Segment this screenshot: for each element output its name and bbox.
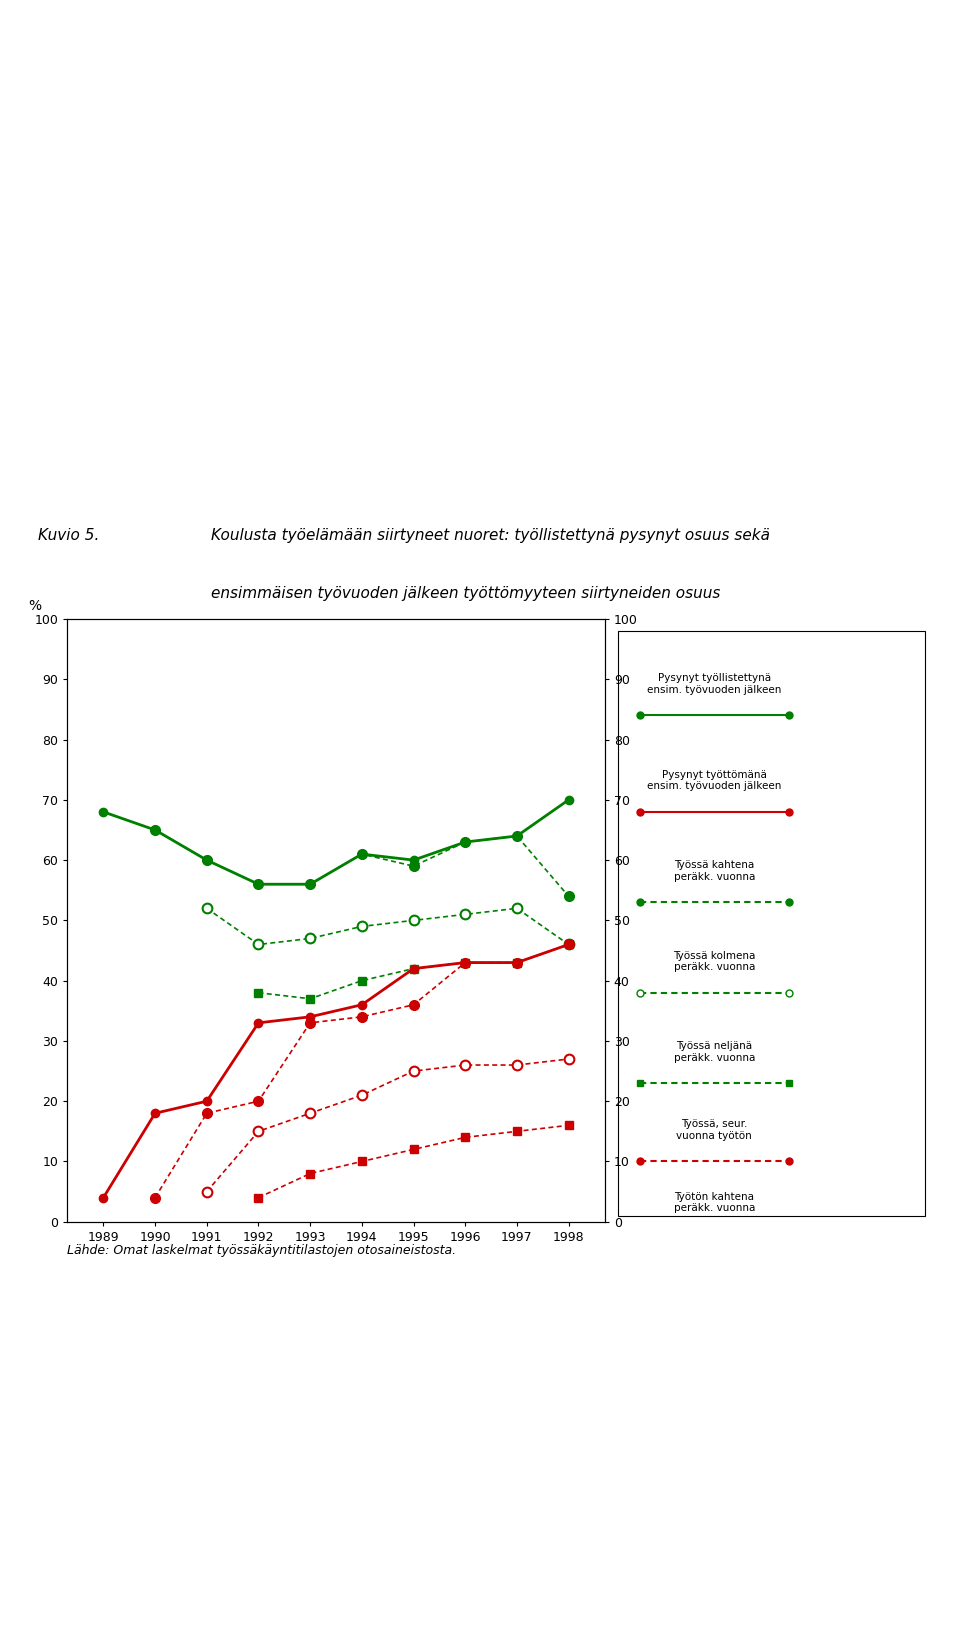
Text: ensimmäisen työvuoden jälkeen työttömyyteen siirtyneiden osuus: ensimmäisen työvuoden jälkeen työttömyyt… [211, 586, 721, 601]
Text: Työssä kolmena
peräkk. vuonna: Työssä kolmena peräkk. vuonna [673, 951, 756, 973]
Text: Työssä kahtena
peräkk. vuonna: Työssä kahtena peräkk. vuonna [674, 860, 755, 881]
Text: Työssä, seur.
vuonna työtön: Työssä, seur. vuonna työtön [676, 1119, 752, 1140]
Text: Pysynyt työttömänä
ensim. työvuoden jälkeen: Pysynyt työttömänä ensim. työvuoden jälk… [647, 771, 781, 792]
Text: Koulusta työelämään siirtyneet nuoret: työllistettynä pysynyt osuus sekä: Koulusta työelämään siirtyneet nuoret: t… [211, 528, 770, 542]
Text: Työtön kahtena
peräkk. vuonna: Työtön kahtena peräkk. vuonna [674, 1192, 755, 1214]
Text: Lähde: Omat laskelmat työssäkäyntitilastojen otosaineistosta.: Lähde: Omat laskelmat työssäkäyntitilast… [67, 1245, 456, 1258]
Text: Pysynyt työllistettynä
ensim. työvuoden jälkeen: Pysynyt työllistettynä ensim. työvuoden … [647, 673, 781, 696]
Text: Kuvio 5.: Kuvio 5. [38, 528, 100, 542]
Text: Työssä neljänä
peräkk. vuonna: Työssä neljänä peräkk. vuonna [674, 1041, 755, 1062]
Y-axis label: %: % [29, 599, 41, 613]
